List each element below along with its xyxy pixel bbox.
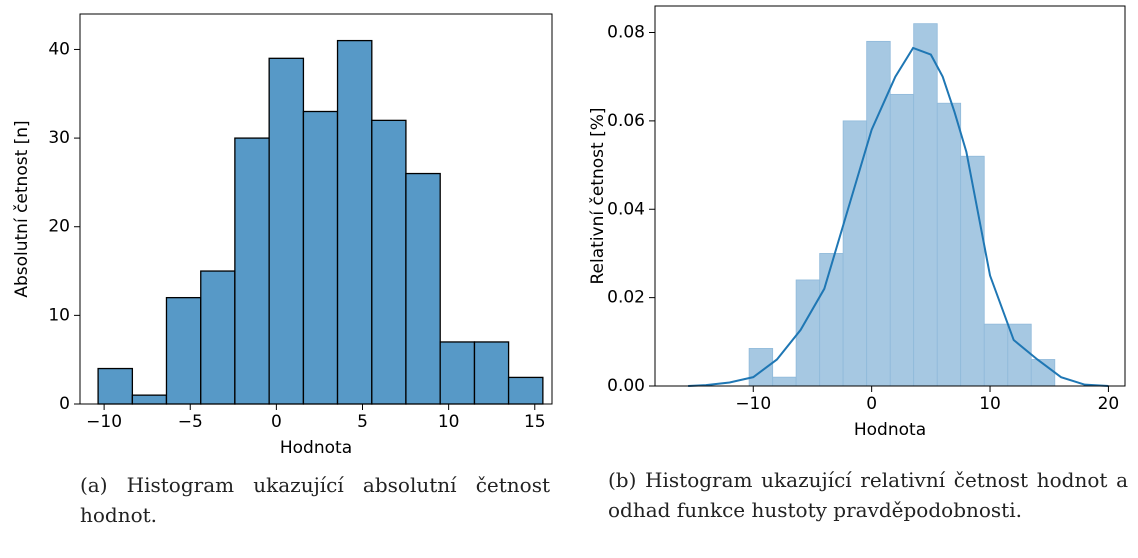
x-tick-label: 15 — [524, 412, 546, 432]
y-axis-label: Absolutní četnost [n] — [12, 120, 32, 297]
bar — [983, 323, 1009, 387]
x-tick-label: −10 — [735, 394, 771, 414]
y-tick-label: 0.04 — [607, 199, 645, 219]
bar — [371, 119, 407, 405]
x-tick-label: 5 — [357, 412, 368, 432]
bar — [131, 394, 168, 405]
x-tick-label: 10 — [979, 394, 1001, 414]
y-tick-label: 0.08 — [607, 23, 645, 43]
bar — [97, 367, 134, 405]
bar — [473, 341, 510, 405]
y-tick-label: 10 — [48, 305, 70, 325]
bar — [748, 348, 774, 387]
y-tick-label: 0.06 — [607, 111, 645, 131]
figure: −10 −5 0 5 10 15 0 10 20 30 40 Hodnota Absolutní čet… — [12, 5, 1126, 458]
y-tick-label: 0.02 — [607, 288, 645, 308]
x-tick-label: 10 — [438, 412, 460, 432]
bar — [772, 376, 797, 387]
bar — [405, 172, 441, 405]
bar — [889, 93, 915, 387]
y-tick-label: 0.00 — [607, 376, 645, 396]
kde-line — [688, 46, 1109, 387]
bar — [866, 40, 891, 387]
bar — [234, 137, 270, 405]
caption: (a) Histogram ukazující absolutní četnos… — [80, 473, 550, 527]
y-tick-label: 20 — [48, 217, 70, 237]
bar — [507, 376, 544, 405]
bar — [302, 110, 339, 405]
bar — [819, 253, 844, 387]
plot-frame — [654, 5, 1126, 387]
x-axis-label: Hodnota — [854, 420, 926, 440]
bar — [268, 57, 305, 405]
x-tick-label: 0 — [271, 412, 282, 432]
x-tick-label: 20 — [1098, 394, 1120, 414]
bar — [336, 39, 373, 405]
y-tick-label: 40 — [48, 39, 70, 59]
bar — [960, 155, 985, 387]
x-tick-label: −10 — [86, 412, 122, 432]
bar — [795, 279, 821, 387]
y-tick-label: 0 — [59, 394, 70, 414]
bar — [200, 270, 236, 405]
plot-frame — [79, 13, 553, 405]
bar — [936, 102, 962, 387]
bar — [165, 296, 202, 405]
x-tick-label: −5 — [178, 412, 203, 432]
x-axis-label: Hodnota — [280, 438, 352, 458]
bar — [913, 23, 938, 387]
caption: (b) Histogram ukazující relativní četnos… — [608, 468, 1128, 522]
x-tick-label: 0 — [866, 394, 877, 414]
y-axis-label: Relativní četnost [%] — [588, 108, 608, 285]
bar — [439, 341, 476, 405]
y-tick-label: 30 — [48, 128, 70, 148]
